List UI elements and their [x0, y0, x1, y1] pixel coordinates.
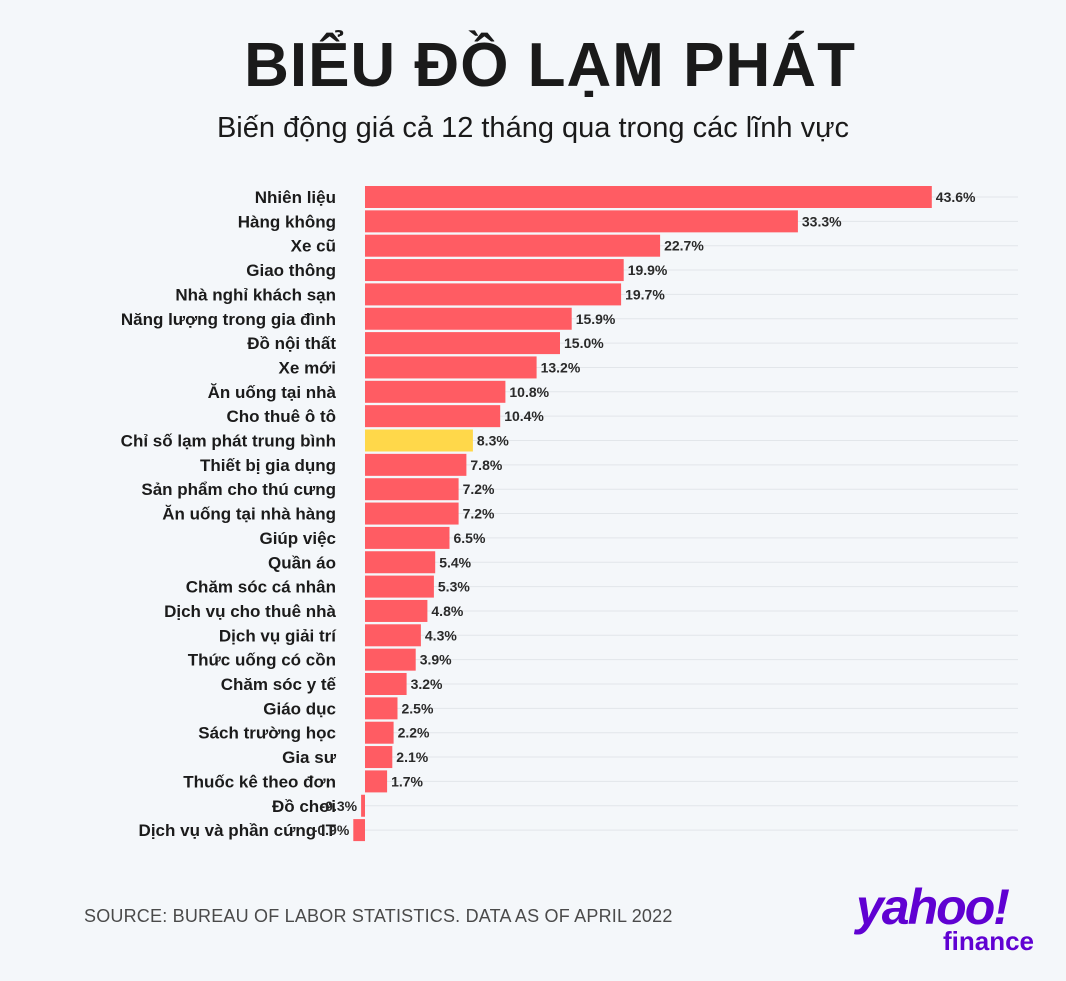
value-label: 22.7%: [664, 238, 704, 254]
bar: [365, 575, 434, 598]
bar: [365, 770, 388, 793]
bar: [353, 819, 365, 842]
bar-highlight: [365, 429, 473, 452]
bar: [361, 794, 365, 817]
category-label: Giao thông: [246, 261, 336, 280]
category-label: Nhà nghỉ khách sạn: [175, 285, 336, 304]
category-label: Thuốc kê theo đơn: [183, 772, 336, 791]
category-label: Xe cũ: [291, 237, 336, 256]
bar: [365, 405, 501, 428]
bar: [365, 746, 393, 769]
category-label: Thức uống có cồn: [188, 651, 336, 670]
bar: [365, 380, 506, 403]
category-label: Sách trường học: [198, 724, 336, 743]
value-label: 4.3%: [425, 627, 457, 643]
value-label: -0.9%: [313, 822, 350, 838]
category-label: Chăm sóc cá nhân: [186, 578, 336, 597]
category-label: Xe mới: [279, 358, 336, 377]
bar: [365, 526, 450, 549]
value-label: 33.3%: [802, 213, 842, 229]
bar: [365, 648, 416, 671]
bar: [365, 307, 572, 330]
category-label: Dịch vụ giải trí: [219, 626, 337, 645]
category-label: Sản phẩm cho thú cưng: [141, 480, 336, 499]
category-label: Chỉ số lạm phát trung bình: [121, 432, 336, 451]
category-label: Dịch vụ cho thuê nhà: [164, 602, 336, 621]
value-label: 15.9%: [576, 311, 616, 327]
value-label: 1.7%: [391, 773, 423, 789]
value-label: 10.8%: [509, 384, 549, 400]
value-label: 7.2%: [463, 481, 495, 497]
value-label: 15.0%: [564, 335, 604, 351]
bar: [365, 478, 459, 501]
value-label: 13.2%: [541, 359, 581, 375]
value-label: 2.5%: [402, 700, 434, 716]
category-label: Gia sư: [282, 748, 337, 767]
value-label: 43.6%: [936, 189, 976, 205]
bar: [365, 259, 624, 282]
value-label: 10.4%: [504, 408, 544, 424]
value-label: 4.8%: [431, 603, 463, 619]
category-label: Giúp việc: [259, 529, 336, 548]
category-label: Hàng không: [238, 212, 336, 231]
bar: [365, 186, 932, 208]
value-label: -0.3%: [321, 798, 358, 814]
bar: [365, 673, 407, 695]
category-label: Nhiên liệu: [255, 188, 336, 207]
bar: [365, 332, 560, 355]
category-label: Dịch vụ và phần cứng IT: [139, 821, 337, 840]
bar-chart: Nhiên liệu 43.6% Hàng không 33.3% Xe cũ 22.7%…: [121, 186, 1018, 842]
svg-text:finance: finance: [943, 926, 1034, 952]
source-note: SOURCE: BUREAU OF LABOR STATISTICS. DATA…: [84, 906, 673, 926]
chart-title: BIỂU ĐỒ LẠM PHÁT: [244, 31, 856, 100]
value-label: 19.9%: [628, 262, 668, 278]
category-label: Đồ nội thất: [247, 334, 336, 353]
value-label: 5.4%: [439, 554, 471, 570]
bar: [365, 283, 622, 306]
category-label: Quần áo: [268, 553, 336, 572]
bar: [365, 599, 428, 622]
category-label: Ăn uống tại nhà: [208, 383, 337, 402]
category-label: Đồ chơi: [272, 797, 336, 816]
yahoo-finance-logo: yahoo! finance: [853, 880, 1034, 952]
category-label: Chăm sóc y tế: [221, 675, 337, 694]
category-label: Thiết bị gia dụng: [200, 456, 336, 475]
chart-subtitle: Biến động giá cả 12 tháng qua trong các …: [216, 112, 850, 144]
value-label: 6.5%: [454, 530, 486, 546]
bar: [365, 210, 798, 233]
bar: [365, 234, 661, 257]
bar: [365, 502, 459, 525]
bar: [365, 697, 398, 720]
category-label: Năng lượng trong gia đình: [121, 310, 336, 329]
value-label: 19.7%: [625, 286, 665, 302]
bar: [365, 356, 537, 379]
value-label: 3.9%: [420, 652, 452, 668]
bar: [365, 551, 436, 574]
value-label: 5.3%: [438, 579, 470, 595]
value-label: 8.3%: [477, 433, 509, 449]
value-label: 3.2%: [411, 676, 443, 692]
value-label: 7.2%: [463, 506, 495, 522]
bar: [365, 721, 394, 744]
category-label: Giáo dục: [263, 699, 336, 718]
bar: [365, 624, 421, 647]
category-label: Ăn uống tại nhà hàng: [162, 505, 336, 524]
bar: [365, 453, 467, 476]
value-label: 2.1%: [396, 749, 428, 765]
category-label: Cho thuê ô tô: [226, 407, 336, 426]
svg-text:yahoo!: yahoo!: [853, 880, 1009, 935]
value-label: 7.8%: [470, 457, 502, 473]
value-label: 2.2%: [398, 725, 430, 741]
